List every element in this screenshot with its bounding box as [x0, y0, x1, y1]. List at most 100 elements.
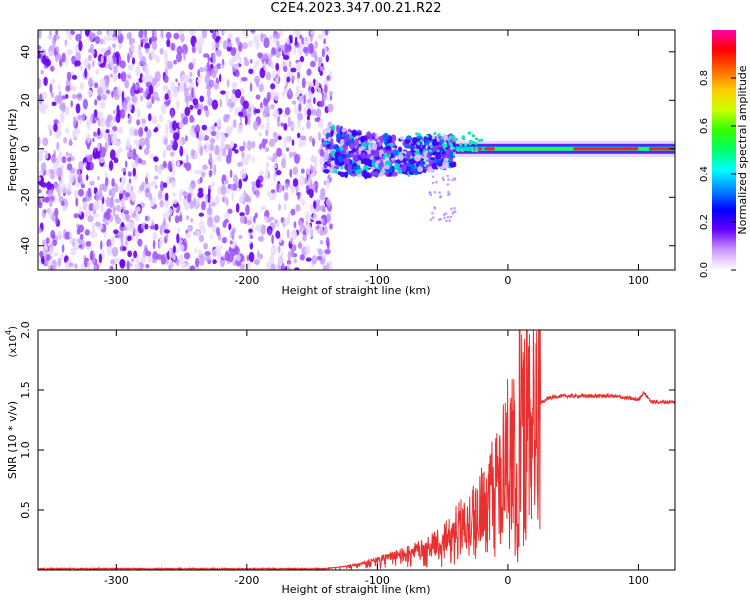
noise-blob — [305, 167, 311, 176]
noise-blob — [306, 119, 311, 130]
noise-blob — [50, 92, 55, 98]
noise-blob — [260, 32, 264, 43]
noise-blob — [187, 224, 193, 232]
noise-blob — [99, 77, 106, 89]
noise-blob — [198, 36, 205, 46]
noise-blob — [253, 120, 259, 131]
x-tick-label: -200 — [234, 574, 259, 587]
noise-blob — [52, 163, 58, 173]
noise-blob — [116, 54, 119, 66]
noise-blob — [217, 186, 222, 196]
noise-blob — [80, 183, 85, 189]
turbulent-blob — [414, 154, 421, 162]
noise-blob — [303, 107, 308, 115]
noise-blob — [112, 207, 116, 216]
noise-blob — [77, 238, 81, 245]
turbulent-blob — [387, 160, 392, 166]
noise-blob — [214, 197, 220, 206]
colorbar-tick-label: 0.8 — [699, 70, 710, 86]
noise-blob — [83, 162, 87, 167]
noise-blob — [282, 153, 287, 160]
noise-blob — [111, 178, 115, 187]
colorbar-tick-label: 0.0 — [699, 262, 710, 278]
noise-blob — [171, 159, 175, 170]
noise-blob — [127, 235, 132, 242]
turbulent-blob — [404, 139, 411, 144]
noise-blob — [326, 262, 330, 270]
turbulent-blob — [419, 146, 423, 153]
noise-blob — [275, 230, 281, 239]
turbulent-blob — [346, 160, 351, 166]
noise-blob — [270, 263, 275, 270]
noise-blob — [54, 207, 59, 217]
transition-dot — [429, 145, 433, 149]
noise-blob — [290, 184, 295, 194]
noise-blob — [311, 172, 317, 178]
turbulent-blob — [327, 158, 331, 165]
turbulent-blob — [335, 165, 339, 170]
noise-blob — [130, 262, 133, 267]
noise-blob — [301, 126, 305, 131]
noise-blob — [221, 30, 225, 36]
noise-blob — [296, 118, 301, 129]
noise-blob — [299, 135, 306, 140]
turbulent-blob — [340, 166, 344, 170]
noise-blob — [253, 215, 256, 224]
noise-blob — [160, 30, 164, 40]
noise-blob — [149, 225, 156, 230]
transition-dot — [464, 143, 468, 147]
turbulent-blob — [334, 169, 338, 174]
noise-blob — [78, 169, 81, 178]
noise-blob — [194, 151, 199, 159]
noise-blob — [211, 99, 219, 110]
turbulent-blob — [449, 150, 454, 158]
noise-blob — [216, 49, 222, 57]
turbulent-blob — [421, 144, 426, 149]
noise-blob — [117, 126, 124, 134]
y-tick-label: 20 — [19, 93, 32, 107]
noise-blob — [140, 95, 144, 102]
noise-blob — [97, 176, 100, 181]
snr-y-label: SNR (10 * v/v) — [6, 401, 19, 479]
noise-blob — [245, 261, 251, 270]
noise-blob — [178, 30, 185, 34]
noise-blob — [255, 178, 261, 189]
noise-blob — [103, 162, 107, 168]
noise-blob — [151, 259, 157, 264]
noise-blob — [229, 102, 235, 108]
noise-blob — [209, 197, 213, 206]
noise-blob — [224, 218, 229, 224]
noise-blob — [166, 208, 173, 216]
noise-blob — [291, 229, 298, 240]
noise-blob — [58, 150, 62, 161]
noise-blob — [278, 258, 283, 263]
noise-blob — [268, 228, 272, 236]
stable-hot-segment — [648, 147, 675, 151]
noise-blob — [53, 119, 59, 125]
noise-blob — [299, 175, 306, 186]
noise-blob — [154, 184, 158, 189]
noise-blob — [56, 141, 60, 151]
tail-blob — [438, 191, 441, 194]
noise-blob — [170, 42, 176, 51]
noise-blob — [265, 129, 269, 137]
noise-blob — [42, 137, 49, 147]
noise-blob — [190, 149, 195, 157]
noise-blob — [124, 160, 128, 168]
noise-blob — [259, 106, 263, 113]
noise-blob — [131, 161, 137, 168]
noise-blob — [127, 64, 134, 71]
noise-blob — [128, 115, 132, 123]
noise-blob — [45, 58, 51, 67]
noise-blob — [176, 98, 180, 110]
turbulent-blob — [425, 139, 430, 146]
noise-blob — [176, 160, 180, 167]
noise-blob — [282, 55, 290, 60]
colorbar-strip — [712, 30, 736, 270]
noise-blob — [201, 200, 206, 211]
noise-blob — [306, 108, 312, 117]
noise-blob — [301, 77, 306, 89]
noise-blob — [92, 60, 95, 67]
tail-blob — [428, 191, 432, 194]
noise-blob — [201, 30, 208, 39]
